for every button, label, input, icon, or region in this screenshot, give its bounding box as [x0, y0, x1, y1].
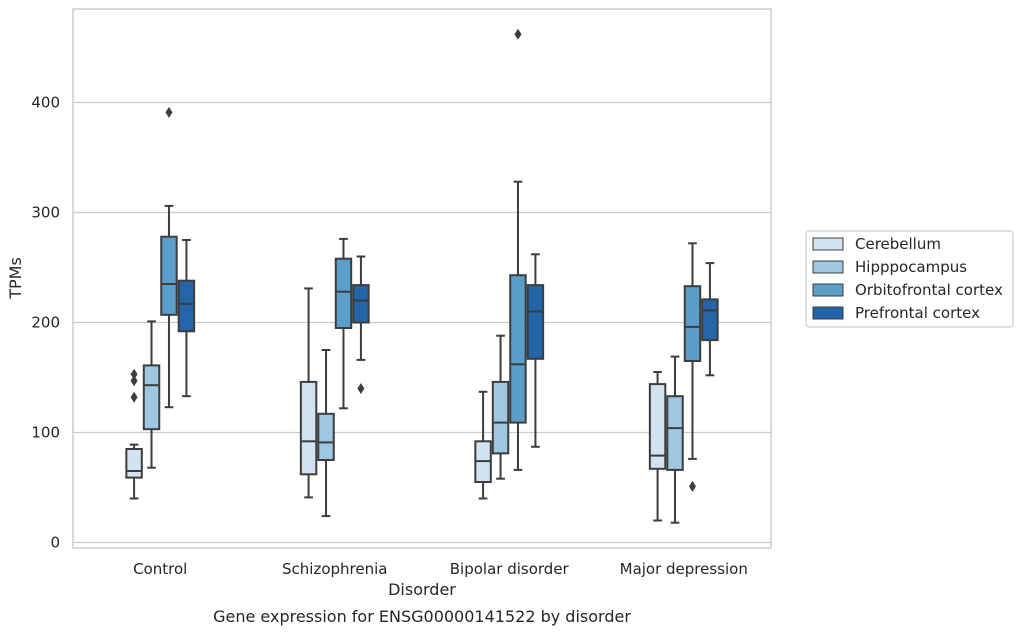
box — [299, 380, 318, 476]
box-group — [317, 349, 335, 518]
y-tick-label: 300 — [31, 204, 60, 222]
box-group — [125, 368, 143, 500]
box — [526, 284, 545, 360]
legend-frame — [805, 230, 1014, 328]
box-group — [648, 371, 667, 522]
plot-frame — [72, 8, 772, 549]
legend-label: Cerebellum — [855, 235, 941, 253]
box-group — [299, 287, 318, 499]
box — [317, 412, 335, 461]
grid-layer — [73, 101, 771, 544]
box-layer — [125, 28, 719, 524]
box-group — [526, 253, 545, 448]
legend-label: Prefrontal cortex — [855, 304, 980, 322]
legend-label: Hipppocampus — [855, 258, 967, 276]
box-group — [666, 355, 684, 524]
outlier-point — [130, 368, 138, 380]
box-group — [352, 255, 370, 394]
outlier-point — [688, 480, 696, 492]
legend-label: Orbitofrontal cortex — [855, 281, 1003, 299]
box — [701, 298, 719, 342]
y-tick-labels: 0 100 200 300 400 — [31, 94, 60, 552]
box — [491, 380, 510, 455]
box — [125, 448, 143, 479]
legend-swatch — [812, 260, 844, 274]
x-tick-labels: Control Schizophrenia Bipolar disorder Majo… — [133, 560, 748, 578]
box-group — [474, 390, 492, 500]
x-tick-label: Major depression — [620, 560, 748, 578]
box — [683, 285, 702, 363]
legend-swatch — [812, 306, 844, 320]
box-group — [509, 28, 527, 471]
y-axis-title: TPMs — [6, 257, 25, 300]
y-tick-label: 0 — [50, 534, 60, 552]
box-group — [160, 106, 178, 409]
x-axis-title: Disorder — [388, 580, 456, 599]
box — [666, 395, 684, 471]
box — [142, 364, 161, 431]
outlier-point — [514, 28, 522, 40]
box — [509, 274, 527, 424]
legend-swatch — [812, 237, 844, 251]
box-group — [177, 239, 196, 398]
plot-border — [72, 8, 772, 549]
box-group — [701, 262, 719, 377]
chart-caption: Gene expression for ENSG00000141522 by d… — [213, 607, 631, 626]
box — [648, 383, 667, 470]
y-tick-label: 200 — [31, 314, 60, 332]
x-tick-label: Control — [133, 560, 187, 578]
box-group — [491, 334, 510, 480]
x-tick-label: Bipolar disorder — [450, 560, 570, 578]
legend: Cerebellum Hipppocampus Orbitofrontal cort… — [805, 230, 1014, 328]
box-group — [683, 242, 702, 492]
box — [160, 235, 178, 316]
box-group — [142, 320, 161, 469]
box — [177, 279, 196, 333]
y-tick-label: 400 — [31, 94, 60, 112]
legend-swatch — [812, 283, 844, 297]
outlier-point — [130, 391, 138, 403]
box — [352, 284, 370, 324]
outlier-point — [357, 383, 365, 394]
box-group — [334, 237, 353, 410]
outlier-point — [130, 375, 138, 387]
y-tick-label: 100 — [31, 424, 60, 442]
x-tick-label: Schizophrenia — [282, 560, 387, 578]
outlier-point — [165, 106, 173, 118]
box — [334, 257, 353, 330]
